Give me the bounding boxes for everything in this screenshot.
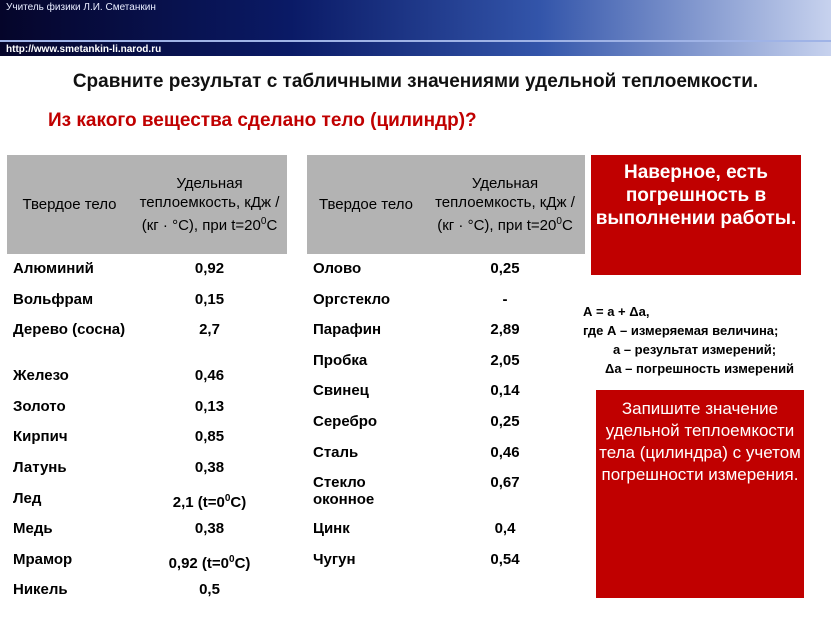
table-row: Цинк 0,4 — [307, 514, 585, 545]
table-row: Медь 0,38 — [7, 514, 287, 545]
substance-name: Алюминий — [13, 260, 94, 277]
heat-capacity-table-right: Твердое тело Удельная теплоемкость, кДж … — [307, 155, 585, 575]
substance-name: Сталь — [313, 443, 359, 461]
error-note-box: Наверное, есть погрешность в выполнении … — [591, 155, 801, 275]
table-row: Оргстекло - — [307, 285, 585, 316]
heat-capacity-value: 0,25 — [490, 412, 520, 430]
table-row: Лед 2,1 (t=00С) — [7, 484, 287, 515]
table-row: Олово 0,25 — [307, 254, 585, 285]
table-row: Стекло оконное 0,67 — [307, 468, 585, 514]
table-row: Чугун 0,54 — [307, 545, 585, 576]
heat-capacity-value: 0,92 — [194, 260, 225, 277]
table-row: Алюминий 0,92 — [7, 254, 287, 285]
header-divider — [0, 40, 831, 42]
substance-name: Медь — [13, 520, 53, 538]
substance-name: Золото — [13, 397, 66, 415]
site-url[interactable]: http://www.smetankin-li.narod.ru — [6, 44, 162, 55]
substance-name: Вольфрам — [13, 290, 94, 308]
table-row: Вольфрам 0,15 — [7, 285, 287, 316]
heat-capacity-value: 2,89 — [490, 321, 520, 339]
substance-name: Цинк — [313, 520, 350, 538]
slide-title: Сравните результат с табличными значения… — [72, 71, 759, 92]
table-row: Кирпич 0,85 — [7, 422, 287, 453]
column-header-substance: Твердое тело — [307, 155, 425, 254]
substance-name: Никель — [13, 581, 68, 599]
heat-capacity-value: 2,05 — [490, 351, 520, 369]
formula-line-2: где А – измеряемая величина; — [583, 323, 779, 338]
author-label: Учитель физики Л.И. Сметанкин — [6, 2, 156, 13]
heat-capacity-value: 0,38 — [194, 458, 225, 476]
heat-capacity-value: 0,4 — [494, 520, 516, 538]
table-row: Железо 0,46 — [7, 361, 287, 392]
table-row: Сталь 0,46 — [307, 438, 585, 469]
heat-capacity-value: 0,15 — [194, 290, 225, 308]
substance-name: Железо — [13, 367, 69, 385]
table-row: Дерево (сосна) 2,7 — [7, 315, 287, 361]
slide-header: Учитель физики Л.И. Сметанкин http://www… — [0, 0, 831, 56]
heat-capacity-value: 2,7 — [199, 321, 220, 339]
heat-capacity-value: 0,46 — [194, 367, 225, 385]
table-row: Серебро 0,25 — [307, 407, 585, 438]
substance-name: Свинец — [313, 382, 369, 400]
heat-capacity-value: 0,85 — [194, 428, 225, 446]
header-substance-label: Твердое тело — [318, 196, 414, 213]
substance-name: Пробка — [313, 351, 368, 369]
column-header-capacity: Удельная теплоемкость, кДж / (кг · °С), … — [132, 155, 287, 254]
formula-line-1: А = а + Δа, — [583, 304, 650, 319]
heat-capacity-value: 0,25 — [490, 260, 520, 277]
question-text: Из какого вещества сделано тело (цилиндр… — [48, 110, 477, 131]
substance-name: Латунь — [13, 458, 67, 476]
heat-capacity-value: 0,5 — [199, 581, 220, 599]
heat-capacity-value: 2,1 (t=00С) — [172, 492, 247, 511]
substance-name: Парафин — [313, 321, 382, 339]
task-box: Запишите значение удельной теплоемкости … — [596, 390, 804, 598]
header-substance-label: Твердое тело — [22, 196, 117, 213]
heat-capacity-table-left: Твердое тело Удельная теплоемкость, кДж … — [7, 155, 287, 606]
substance-name: Лед — [13, 489, 42, 507]
heat-capacity-value: - — [502, 290, 508, 308]
heat-capacity-value: 0,38 — [194, 520, 225, 538]
substance-name: Дерево (сосна) — [13, 321, 126, 339]
heat-capacity-value: 0,14 — [490, 382, 520, 400]
heat-capacity-value: 0,13 — [194, 397, 225, 415]
heat-capacity-value: 0,46 — [490, 443, 520, 461]
error-formula: А = а + Δа, где А – измеряемая величина;… — [583, 302, 831, 382]
substance-name: Серебро — [313, 412, 378, 430]
column-header-capacity: Удельная теплоемкость, кДж / (кг · °С), … — [425, 155, 585, 254]
column-header-substance: Твердое тело — [7, 155, 132, 254]
substance-name: Стекло оконное — [313, 474, 375, 509]
substance-name: Олово — [313, 260, 362, 277]
table-row: Золото 0,13 — [7, 392, 287, 423]
substance-name: Мрамор — [13, 550, 73, 568]
heat-capacity-value: 0,92 (t=00С) — [168, 553, 251, 572]
table-row: Мрамор 0,92 (t=00С) — [7, 545, 287, 576]
substance-name: Кирпич — [13, 428, 68, 446]
table-row: Латунь 0,38 — [7, 453, 287, 484]
substance-name: Чугун — [313, 550, 356, 568]
heat-capacity-value: 0,54 — [490, 550, 520, 568]
table-row: Пробка 2,05 — [307, 346, 585, 377]
formula-line-4: Δа – погрешность измерений — [605, 361, 795, 376]
substance-name: Оргстекло — [313, 290, 391, 308]
table-row: Свинец 0,14 — [307, 376, 585, 407]
table-row: Никель 0,5 — [7, 575, 287, 606]
heat-capacity-value: 0,67 — [490, 474, 520, 492]
formula-line-3: а – результат измерений; — [613, 342, 777, 357]
table-row: Парафин 2,89 — [307, 315, 585, 346]
